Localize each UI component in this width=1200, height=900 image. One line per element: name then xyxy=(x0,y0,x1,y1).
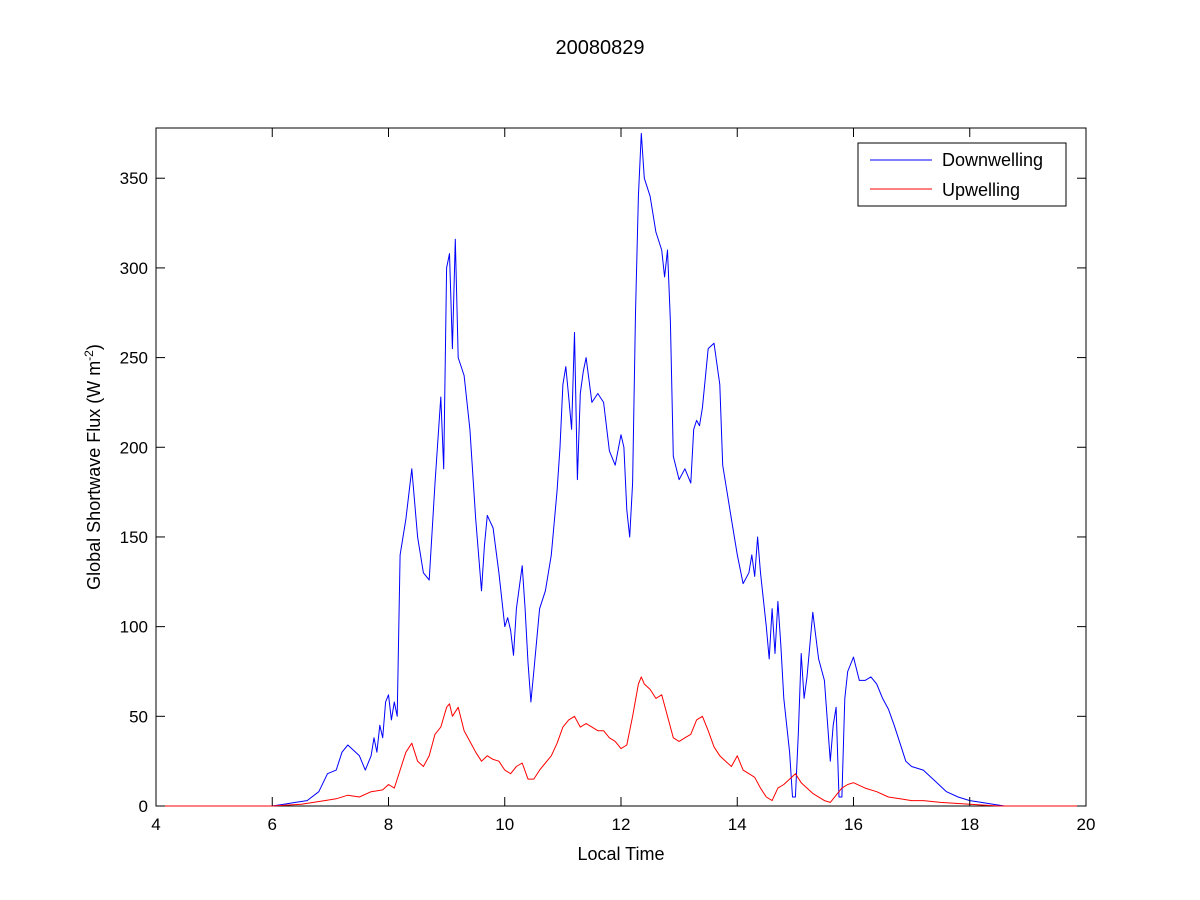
y-axis-label-main: Global Shortwave Flux (W m xyxy=(84,361,104,590)
y-axis-label-superscript: -2 xyxy=(82,350,96,361)
y-tick-label: 350 xyxy=(120,169,148,188)
legend-box xyxy=(857,142,1067,207)
y-tick-label: 300 xyxy=(120,259,148,278)
y-tick-label: 50 xyxy=(129,707,148,726)
x-tick-label: 8 xyxy=(384,815,393,834)
x-tick-label: 18 xyxy=(960,815,979,834)
series-line-upwelling xyxy=(156,676,1086,807)
x-tick-label: 6 xyxy=(268,815,277,834)
x-tick-label: 12 xyxy=(612,815,631,834)
series-layer xyxy=(156,132,1086,807)
chart-title: 20080829 xyxy=(556,37,645,59)
legend: Downwelling Upwelling xyxy=(857,142,1067,207)
y-tick-label: 250 xyxy=(120,349,148,368)
y-tick-label: 200 xyxy=(120,438,148,457)
y-tick-label: 150 xyxy=(120,528,148,547)
x-tick-label: 14 xyxy=(728,815,747,834)
y-axis-label-close: ) xyxy=(84,344,104,350)
x-tick-label: 16 xyxy=(844,815,863,834)
x-tick-label: 20 xyxy=(1077,815,1096,834)
x-axis-label: Local Time xyxy=(577,844,664,864)
legend-label-downwelling: Downwelling xyxy=(942,150,1043,170)
series-line-downwelling xyxy=(156,132,1086,807)
x-tick-label: 10 xyxy=(495,815,514,834)
y-axis-label: Global Shortwave Flux (W m-2) xyxy=(82,344,104,590)
y-tick-label: 0 xyxy=(139,797,148,816)
plot-frame xyxy=(155,127,1087,807)
x-tick-label: 4 xyxy=(151,815,160,834)
legend-label-upwelling: Upwelling xyxy=(942,180,1020,200)
y-tick-label: 100 xyxy=(120,618,148,637)
